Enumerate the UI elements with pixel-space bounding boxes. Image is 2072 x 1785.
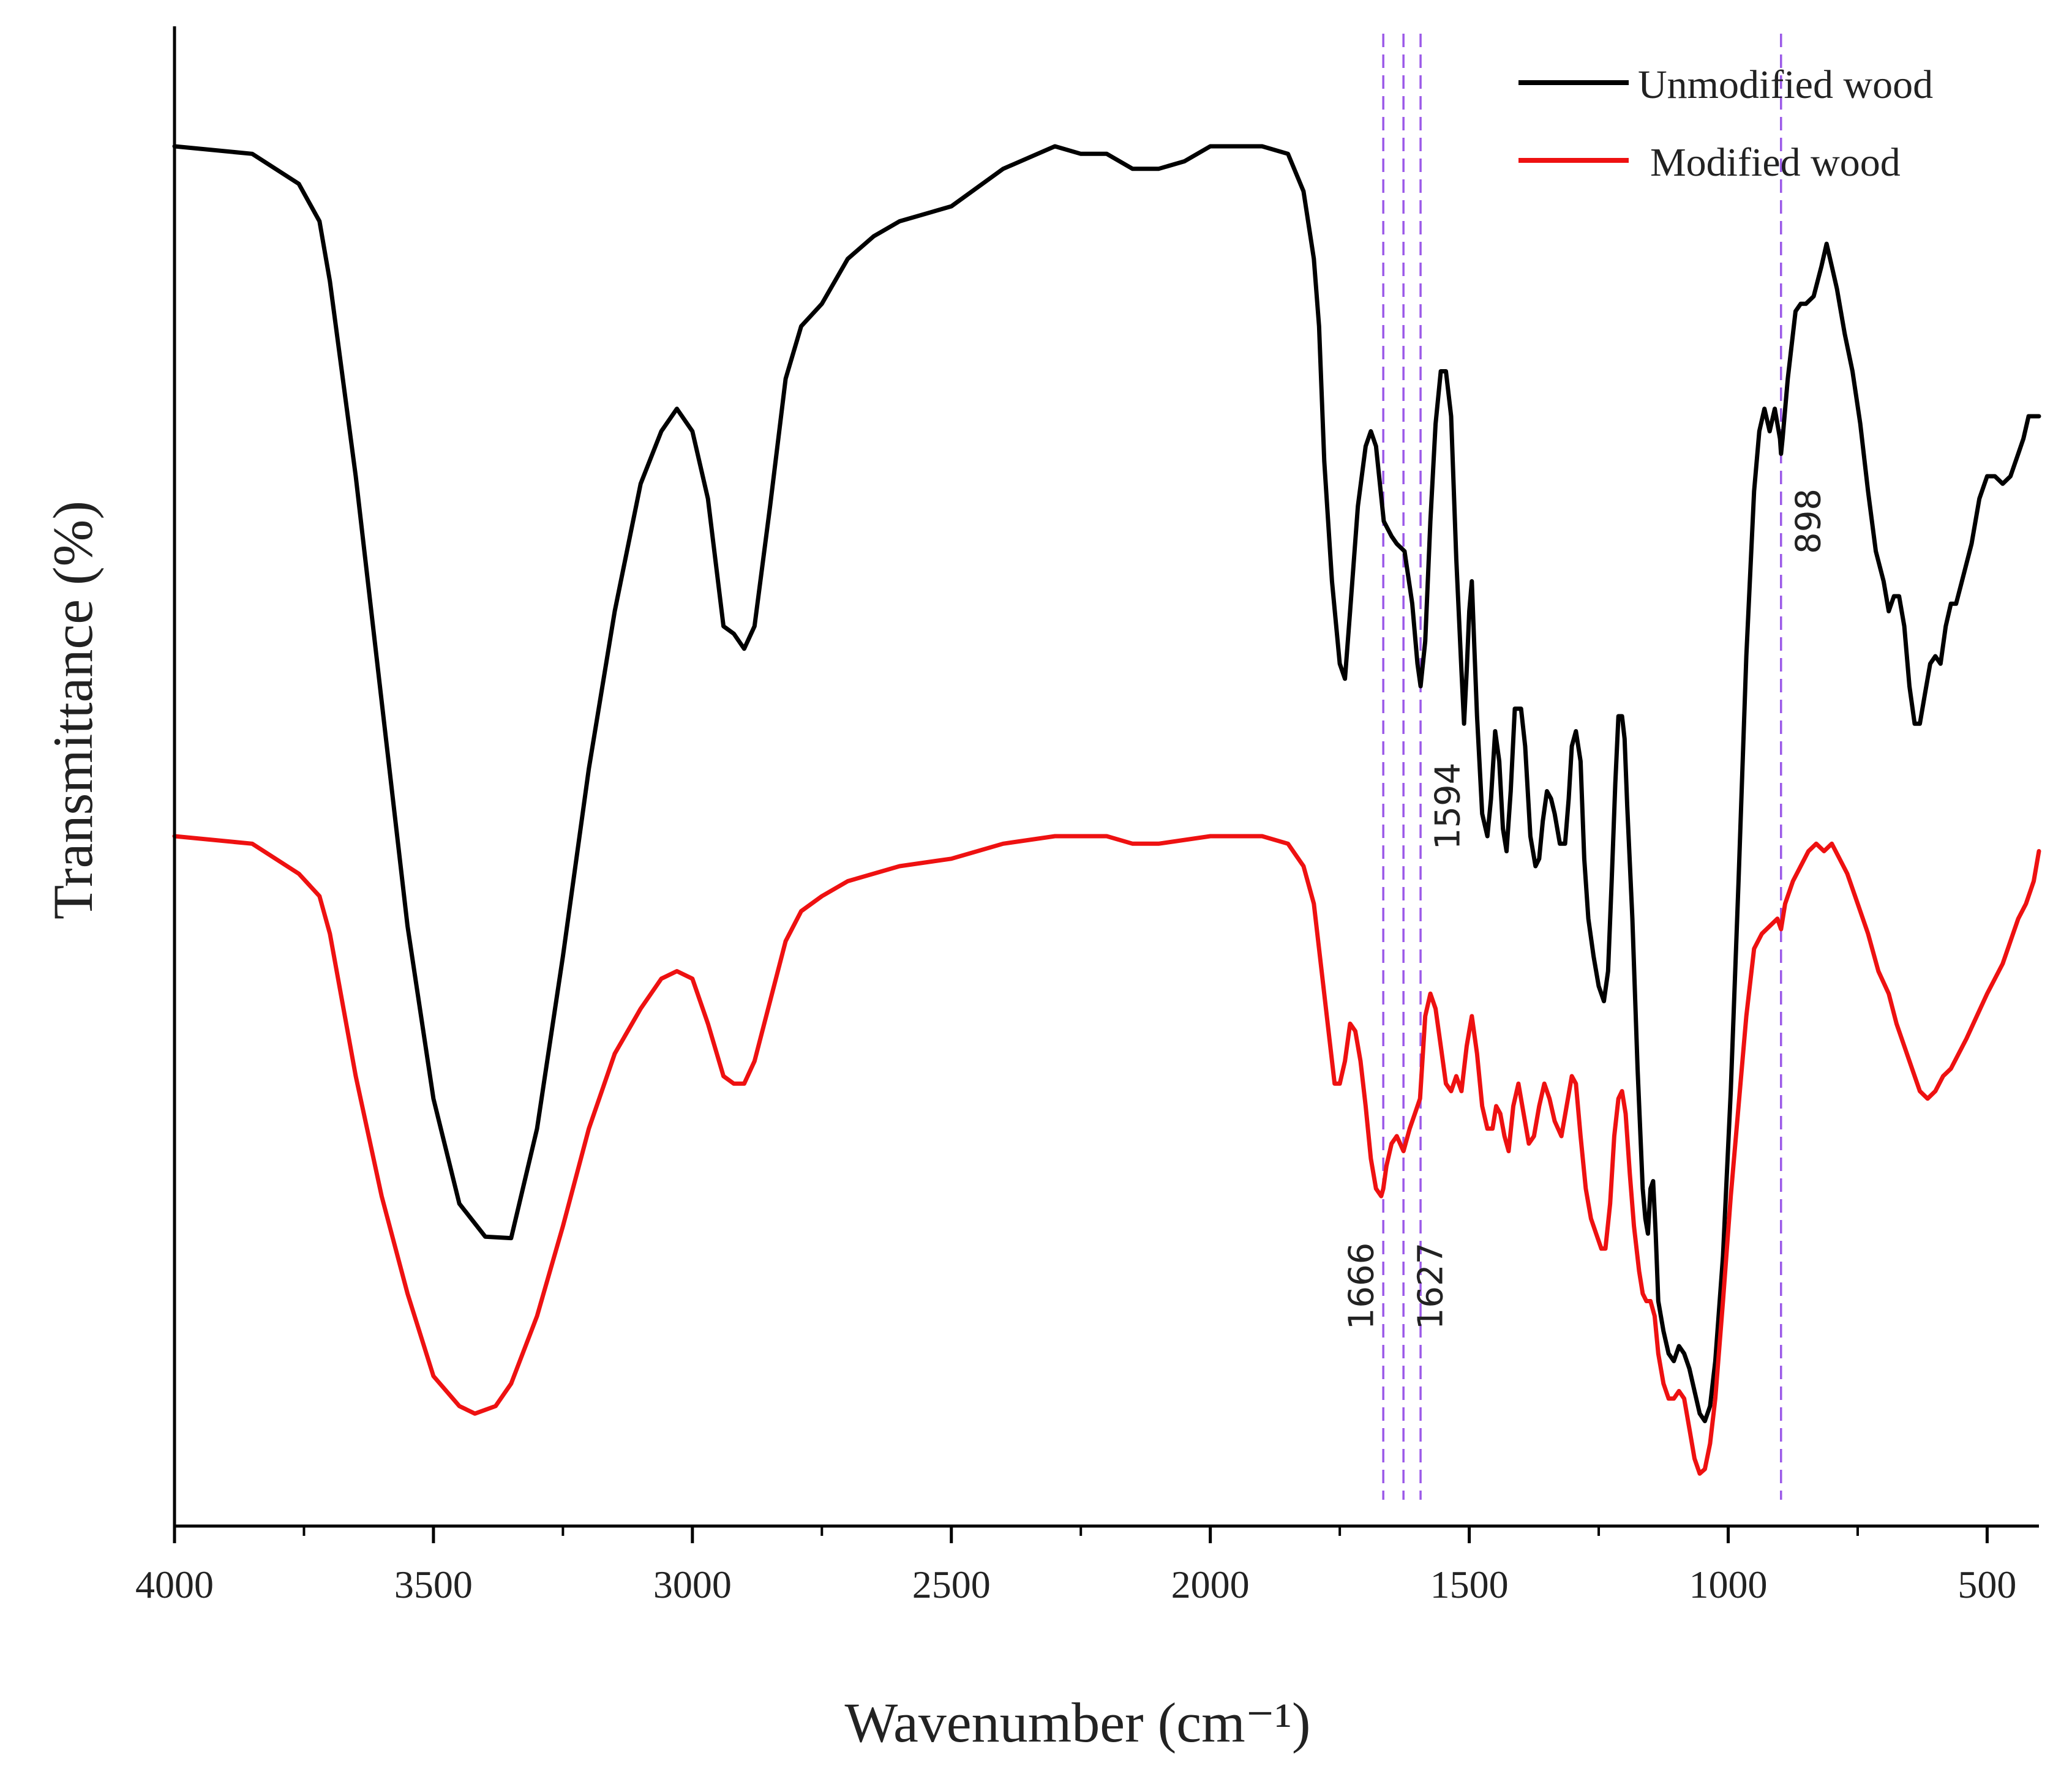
plot-area	[175, 26, 2039, 1526]
x-axis-ticks	[173, 1526, 1989, 1543]
x-tick-label: 3500	[394, 1563, 473, 1606]
x-axis-title: Wavenumber (cm⁻¹)	[845, 1691, 1311, 1754]
reference-lines	[1382, 34, 1782, 1500]
annotation-label-1666: 1666	[1342, 1243, 1382, 1330]
x-tick-label: 3000	[653, 1563, 732, 1606]
x-tick-label: 1500	[1430, 1563, 1509, 1606]
annotation-labels: 1666 1627 1594 898	[1342, 488, 1829, 1330]
annotation-label-1594: 1594	[1428, 763, 1468, 850]
x-tick-label: 4000	[135, 1563, 214, 1606]
legend-label-modified: Modified wood	[1650, 140, 1901, 185]
x-tick-label: 1000	[1689, 1563, 1768, 1606]
x-axis-tick-labels: 4000 3500 3000 2500 2000 1500 1000 500	[135, 1563, 2016, 1606]
series-line-modified-wood	[172, 834, 2041, 1476]
annotation-label-898: 898	[1789, 488, 1828, 554]
annotation-label-1627: 1627	[1411, 1243, 1451, 1330]
x-tick-label: 2000	[1171, 1563, 1250, 1606]
series-layer	[172, 144, 2041, 1476]
x-tick-label: 2500	[912, 1563, 991, 1606]
x-tick-label: 500	[1958, 1563, 2016, 1606]
series-line-unmodified-wood	[172, 144, 2041, 1423]
y-axis-title: Transmittance (%)	[42, 501, 104, 919]
legend-label-unmodified: Unmodified wood	[1638, 62, 1933, 107]
legend: Unmodified wood Modified wood	[1518, 62, 1933, 185]
